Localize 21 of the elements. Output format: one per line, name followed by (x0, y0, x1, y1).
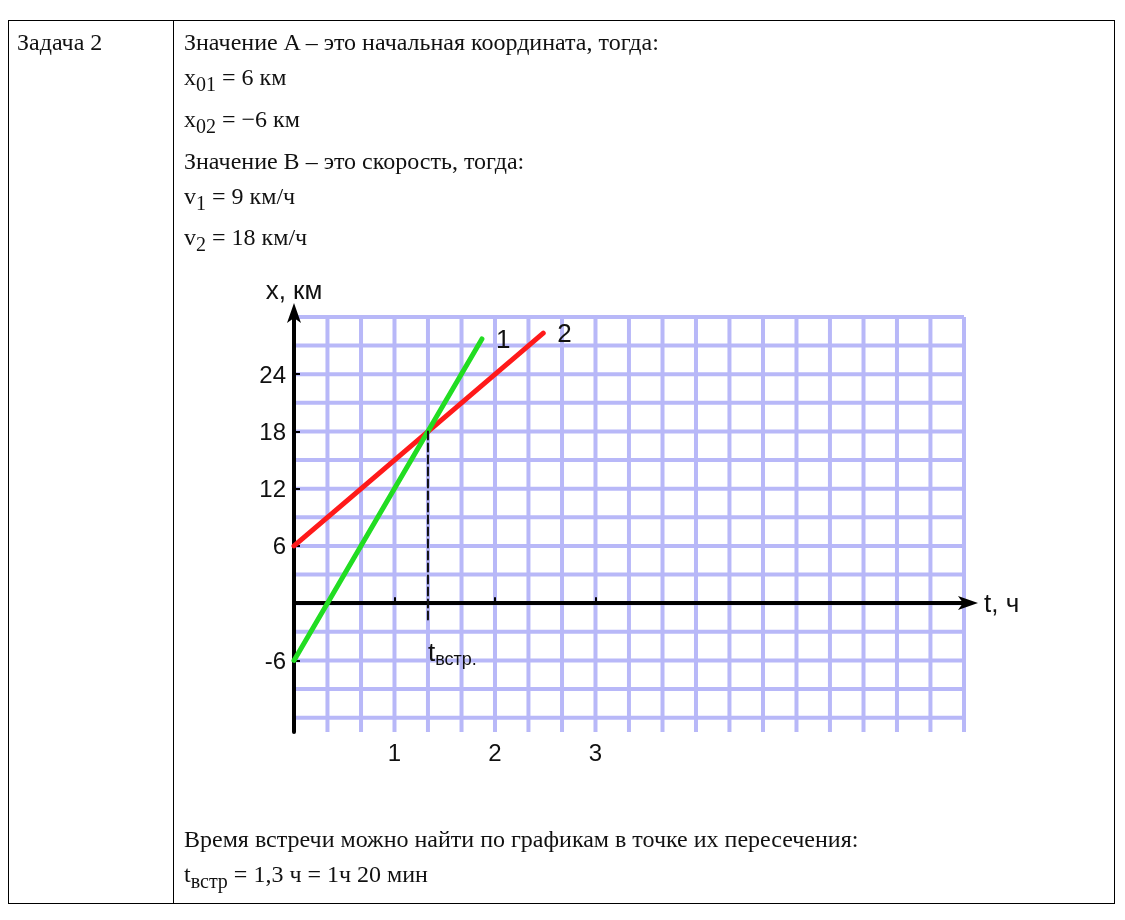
series-label: 2 (557, 318, 572, 349)
y-tick-label: -6 (264, 647, 286, 675)
text: Значение A – это начальная координата, тогда: (184, 28, 660, 57)
x-tick-label: 1 (387, 738, 402, 766)
y-tick-label: 12 (259, 475, 286, 503)
text: t$_{встр}$ = 1,3 ч = 1ч 20 мин (184, 860, 429, 895)
x-tick-label: 3 (588, 738, 603, 766)
x-tick-label: 2 (488, 738, 502, 766)
text: Время встречи можно найти по графикам в точке их пересечения: (184, 825, 860, 855)
series-label: 1 (495, 324, 511, 355)
y-tick-label: 6 (272, 532, 286, 560)
text: x$_{02}$ = −6 км (184, 104, 301, 139)
y-axis-title: x, км (265, 275, 323, 306)
text: v$_{2}$ = 18 км/ч (184, 223, 309, 258)
y-tick-label: 24 (259, 360, 286, 388)
text: Задача 2 (9, 21, 174, 903)
y-tick-label: 18 (259, 418, 286, 446)
text: Значение B – это скорость, тогда: (184, 146, 526, 176)
text: v$_{1}$ = 9 км/ч (184, 181, 297, 216)
x-axis-title: t, ч (984, 588, 1020, 619)
text: x$_{01}$ = 6 км (184, 63, 288, 97)
